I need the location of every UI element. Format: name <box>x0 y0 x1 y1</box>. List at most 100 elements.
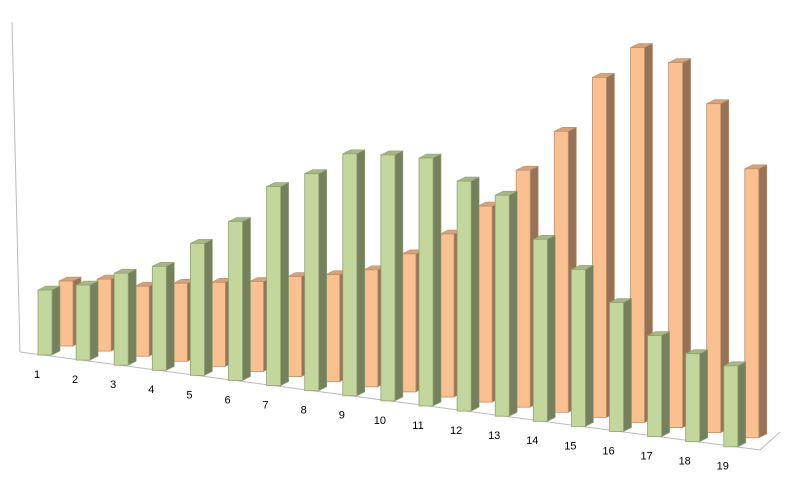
x-tick-label: 4 <box>148 384 154 396</box>
bar-side <box>356 149 366 397</box>
bar-side <box>470 176 480 412</box>
x-tick-label: 6 <box>224 394 230 406</box>
bar-front <box>439 233 455 398</box>
bar <box>228 217 251 381</box>
bar-front <box>58 280 74 347</box>
bar-front <box>37 289 53 356</box>
bar <box>592 72 615 418</box>
bar-front <box>96 278 112 352</box>
bar-front <box>456 180 472 412</box>
bar-front <box>515 169 531 408</box>
bar-front <box>342 153 358 397</box>
bar <box>151 261 175 371</box>
bar-front <box>363 269 379 388</box>
bar-front <box>668 62 683 428</box>
bar-front <box>418 157 434 407</box>
bar <box>418 153 442 407</box>
bar <box>266 182 289 387</box>
bar-side <box>204 238 213 376</box>
x-tick-label: 14 <box>526 435 538 447</box>
bar-front <box>401 253 417 393</box>
bar-side <box>280 182 289 387</box>
bar-front <box>494 194 510 417</box>
bar <box>380 150 404 402</box>
x-tick-label: 9 <box>339 410 345 422</box>
bar-front <box>325 274 341 383</box>
bar-side <box>661 331 670 438</box>
bar-side <box>166 261 175 371</box>
x-tick-label: 11 <box>412 420 423 432</box>
bar-front <box>287 276 303 378</box>
x-tick-label: 7 <box>263 400 269 412</box>
x-tick-label: 16 <box>602 445 614 457</box>
bar-side <box>242 217 251 381</box>
bar-front <box>592 77 607 418</box>
bar <box>571 264 594 427</box>
x-tick-label: 5 <box>186 389 192 401</box>
bar-side <box>318 169 328 392</box>
x-tick-label: 18 <box>679 456 691 468</box>
bar-side <box>699 349 709 443</box>
bar-front <box>134 285 150 357</box>
bar <box>75 280 99 361</box>
bar-front <box>532 238 548 422</box>
bar-front <box>266 186 282 387</box>
x-tick-label: 19 <box>717 461 729 473</box>
bar-side <box>758 164 768 439</box>
bar-front <box>151 265 167 371</box>
bar <box>706 99 730 434</box>
bar-front <box>723 365 739 448</box>
bar-side <box>394 150 404 402</box>
x-tick-label: 2 <box>72 374 78 386</box>
bar-side <box>127 268 137 366</box>
bar-front <box>75 284 91 361</box>
bar <box>668 58 691 429</box>
bar <box>647 331 670 438</box>
bar-front <box>172 282 188 362</box>
x-tick-label: 3 <box>110 379 116 391</box>
bar <box>494 190 518 417</box>
bar-side <box>737 361 747 448</box>
bar <box>304 169 328 392</box>
bar <box>113 268 137 366</box>
bar-side <box>432 153 442 407</box>
x-tick-label: 13 <box>488 430 500 442</box>
bar-front <box>113 272 129 366</box>
bar-side <box>623 298 632 432</box>
x-tick-label: 17 <box>640 451 652 463</box>
bar <box>37 285 61 356</box>
bar <box>532 234 556 422</box>
value-axis <box>11 21 21 353</box>
bar <box>685 349 709 443</box>
bar-front <box>228 221 243 381</box>
bar-side <box>89 280 99 361</box>
bar-side <box>508 190 518 417</box>
x-tick-label: 15 <box>564 440 576 452</box>
bar-front <box>630 47 645 423</box>
bar-front <box>189 242 205 376</box>
x-tick-label: 8 <box>301 405 307 417</box>
bar <box>609 298 632 432</box>
bar <box>744 164 768 439</box>
bar-front <box>553 130 569 413</box>
bar-side <box>546 234 556 422</box>
bar-front <box>744 168 760 439</box>
bar-side <box>585 264 594 427</box>
bar <box>456 176 480 412</box>
bar-front <box>685 353 701 443</box>
bar-side <box>51 285 61 356</box>
x-tick-label: 12 <box>450 425 462 437</box>
bar-front <box>249 281 264 372</box>
bar-front <box>304 173 320 392</box>
bar-front <box>210 281 226 367</box>
bar-front <box>380 154 396 402</box>
bar <box>342 149 366 397</box>
bar <box>630 43 653 423</box>
x-tick-label: 10 <box>374 415 386 427</box>
bar <box>189 238 213 376</box>
x-tick-label: 1 <box>34 369 40 381</box>
bar-front <box>647 335 662 438</box>
bar <box>723 361 747 448</box>
bar-front <box>609 302 624 432</box>
